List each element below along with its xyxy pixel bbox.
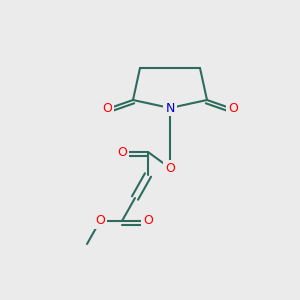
Text: N: N [165,101,175,115]
Text: O: O [228,101,238,115]
Text: O: O [165,161,175,175]
Text: O: O [102,101,112,115]
Text: O: O [117,146,127,158]
Text: O: O [95,214,105,227]
Text: O: O [143,214,153,227]
